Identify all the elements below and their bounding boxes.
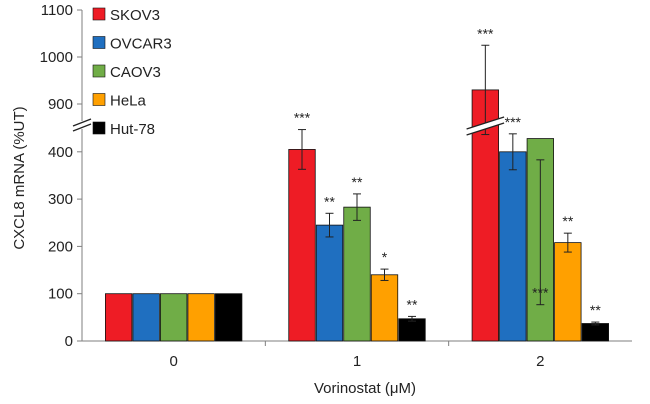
significance-labels: *********************** — [294, 25, 602, 318]
y-tick-label: 400 — [48, 144, 73, 161]
axis-break-gap — [74, 121, 90, 129]
significance-label: ** — [324, 193, 335, 209]
legend-label: SKOV3 — [110, 7, 160, 24]
bar — [343, 206, 371, 342]
y-tick-label: 900 — [48, 96, 73, 113]
bar — [132, 293, 160, 342]
legend-swatch — [92, 93, 106, 106]
legend-label: OVCAR3 — [110, 36, 172, 53]
y-axis-title: CXCL8 mRNA (%UT) — [11, 106, 28, 249]
bar — [215, 293, 243, 342]
legend-swatch — [92, 64, 106, 78]
significance-label: *** — [477, 25, 494, 41]
axis-break-slash — [72, 118, 92, 127]
legend: SKOV3 OVCAR3 CAOV3 HeLa Hut-78 — [92, 7, 172, 138]
legend-swatch — [92, 36, 106, 49]
y-tick-label: 300 — [48, 191, 73, 208]
y-tick-label: 1100 — [41, 2, 73, 19]
y-tick-label: 100 — [48, 286, 73, 303]
x-tick-label: 2 — [536, 353, 544, 370]
bar — [160, 293, 188, 342]
bar — [288, 149, 316, 342]
significance-label: ** — [562, 213, 573, 229]
error-bars — [298, 44, 600, 326]
x-tick-label: 0 — [169, 353, 177, 370]
y-tick-label: 0 — [65, 333, 73, 350]
bar — [315, 224, 344, 342]
bar — [554, 242, 582, 342]
bar — [105, 293, 133, 342]
y-tick-labels: 0 100 200 300 400 900 1000 1100 — [40, 2, 73, 350]
legend-swatch — [92, 121, 106, 135]
bar — [581, 323, 609, 342]
significance-label: ** — [407, 296, 418, 312]
bar-break-slash — [466, 122, 505, 136]
x-tick-label: 1 — [353, 353, 361, 370]
significance-label: * — [382, 249, 388, 265]
significance-label: *** — [294, 110, 311, 126]
axis-break — [72, 116, 505, 136]
significance-label: ** — [590, 302, 601, 318]
bar-break-gap — [466, 117, 505, 135]
legend-label: Hut-78 — [110, 121, 155, 138]
x-tick-labels: 0 1 2 — [169, 353, 544, 370]
legend-label: HeLa — [110, 93, 147, 110]
significance-label: *** — [505, 114, 522, 130]
legend-label: CAOV3 — [110, 64, 161, 81]
bar — [187, 293, 215, 342]
bar — [370, 274, 399, 342]
bar — [398, 318, 426, 342]
x-axis-title: Vorinostat (μM) — [314, 380, 416, 397]
y-tick-label: 200 — [48, 238, 73, 255]
axis-break-slash — [72, 123, 92, 132]
bar — [499, 151, 527, 342]
significance-label: *** — [532, 285, 549, 301]
bars — [105, 89, 609, 342]
legend-swatch — [92, 7, 106, 21]
y-tick-label: 1000 — [40, 49, 73, 66]
bar-break-slash — [466, 116, 505, 130]
significance-label: ** — [352, 174, 363, 190]
